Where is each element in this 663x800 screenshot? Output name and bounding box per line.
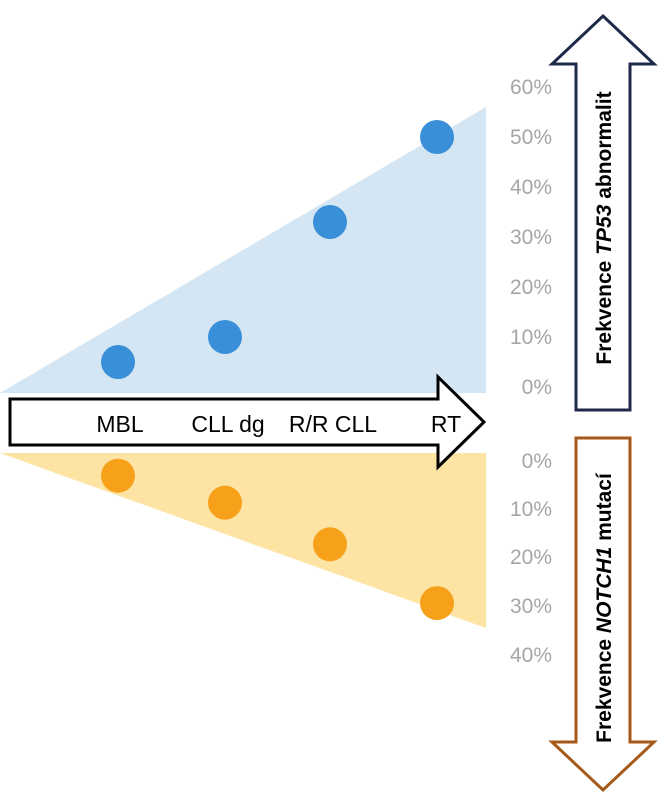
category-label: RT [431,411,461,437]
tick-label: 20% [510,546,552,569]
data-points [101,120,454,621]
tick-label: 30% [510,226,552,249]
notch1-point-0 [101,458,135,493]
category-label: MBL [96,411,144,437]
tick-label: 10% [510,498,552,521]
notch1-point-2 [313,527,347,562]
tick-label: 0% [522,376,552,399]
tp53-frequency-area [0,107,486,393]
category-label: R/R CLL [289,411,377,437]
tick-label: 40% [510,176,552,199]
notch1-down-arrow [548,436,658,793]
tp53-point-1 [208,320,242,354]
timeline-arrow [8,373,487,471]
tick-label: 40% [510,644,552,667]
tick-label: 10% [510,326,552,349]
tp53-point-0 [101,345,135,379]
tp53-point-3 [420,120,454,154]
tp53-up-arrow [548,13,658,412]
category-labels: MBL CLL dg R/R CLL RT [96,411,461,437]
notch1-point-1 [208,485,242,520]
notch1-axis-ticks: 0% 10% 20% 30% 40% [510,450,552,667]
tick-label: 0% [522,450,552,473]
tick-label: 60% [510,76,552,99]
tp53-axis-label: Frekvence TP53 abnormalit [593,91,616,364]
notch1-frequency-area [0,453,486,628]
tp53-point-2 [313,205,347,239]
tp53-axis-ticks: 0% 10% 20% 30% 40% 50% 60% [510,76,552,399]
notch1-axis-label: Frekvence NOTCH1 mutací [593,472,616,743]
tick-label: 30% [510,595,552,618]
notch1-point-3 [420,586,454,621]
tick-label: 20% [510,276,552,299]
tick-label: 50% [510,126,552,149]
category-label: CLL dg [191,411,264,437]
